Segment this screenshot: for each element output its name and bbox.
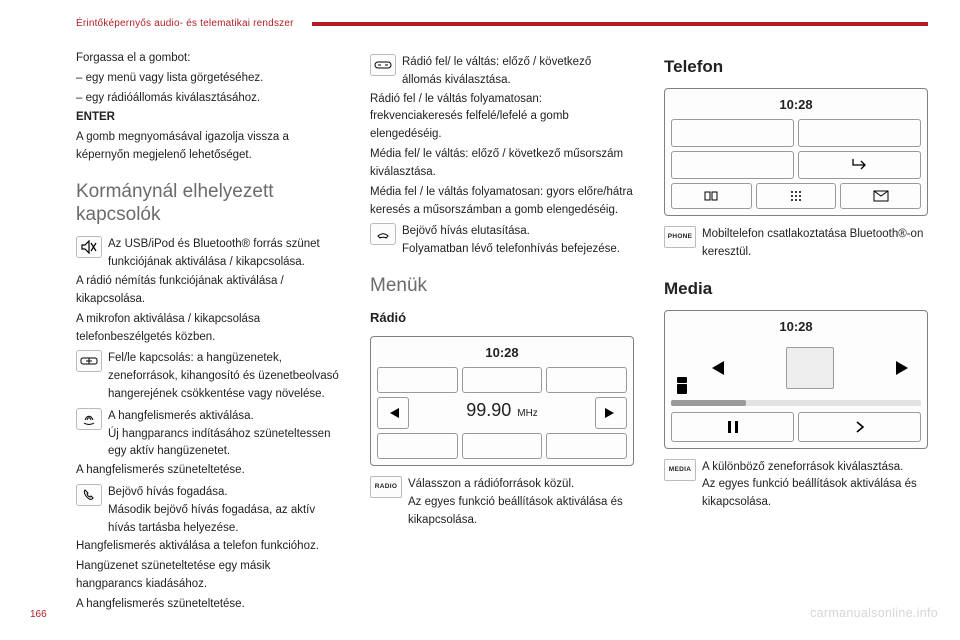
text: Bejövő hívás fogadása. Második bejövő hí… [108, 484, 340, 537]
text: Hangüzenet szüneteltetése egy másik hang… [76, 558, 340, 594]
heading-media: Media [664, 276, 928, 302]
prev-station-button[interactable] [377, 397, 409, 429]
freq-value: 99.90 [466, 397, 511, 425]
phone-tile[interactable] [671, 151, 794, 179]
media-tag-icon: MEDIA [664, 459, 696, 481]
next-station-button[interactable] [595, 397, 627, 429]
text: Mobiltelefon csatlakoztatása Bluetooth®-… [702, 226, 928, 262]
header-accent-bar [312, 22, 928, 26]
preset-button[interactable] [546, 433, 627, 459]
text: A mikrofon aktiválása / kikapcsolása tel… [76, 311, 340, 347]
seek-icon [370, 54, 396, 76]
heading-phone: Telefon [664, 54, 928, 80]
item-phone-tag: PHONE Mobiltelefon csatlakoztatása Bluet… [664, 226, 928, 262]
text: A hangfelismerés szüneteltetése. [76, 596, 340, 614]
preset-button[interactable] [377, 433, 458, 459]
item-radio-tag: RADIO Válasszon a rádióforrások közül. A… [370, 476, 634, 529]
column-2: Rádió fel/ le váltás: előző / következő … [370, 50, 634, 594]
bullet: – egy menü vagy lista görgetéséhez. [76, 70, 340, 88]
label-enter: ENTER [76, 109, 340, 127]
bullet: – egy rádióállomás kiválasztásához. [76, 90, 340, 108]
messages-button[interactable] [840, 183, 921, 209]
column-1: Forgassa el a gombot: – egy menü vagy li… [76, 50, 340, 594]
progress-bar[interactable] [671, 400, 921, 406]
text: Hangfelismerés aktiválása a telefon funk… [76, 538, 340, 556]
contacts-button[interactable] [671, 183, 752, 209]
next-track-button[interactable] [887, 347, 921, 389]
level-indicator-icon [671, 342, 693, 394]
media-device-mockup: 10:28 [664, 310, 928, 448]
pause-button[interactable] [671, 412, 794, 442]
heading-radio: Rádió [370, 308, 634, 328]
item-seek: Rádió fel/ le váltás: előző / következő … [370, 54, 634, 90]
preset-button[interactable] [546, 367, 627, 393]
item-voice: A hangfelismerés aktiválása. Új hangpara… [76, 408, 340, 461]
watermark: carmanualsonline.info [810, 606, 938, 620]
phone-tile[interactable] [798, 119, 921, 147]
freq-unit: MHz [517, 406, 538, 423]
phone-tag-icon: PHONE [664, 226, 696, 248]
text: A különböző zeneforrások kiválasztása. A… [702, 459, 928, 512]
frequency-display: 99.90 MHz [413, 397, 591, 429]
page: Érintőképernyős audio- és telematikai re… [0, 0, 960, 640]
text: A hangfelismerés szüneteltetése. [76, 462, 340, 480]
item-call: Bejövő hívás fogadása. Második bejövő hí… [76, 484, 340, 537]
text: Fel/le kapcsolás: a hangüzenetek, zenefo… [108, 350, 340, 403]
item-mute: Az USB/iPod és Bluetooth® forrás szünet … [76, 236, 340, 272]
text: Média fel / le váltás folyamatosan: gyor… [370, 184, 634, 220]
page-number: 166 [30, 609, 47, 620]
text: Média fel/ le váltás: előző / következő … [370, 146, 634, 182]
radio-tag-icon: RADIO [370, 476, 402, 498]
prev-track-button[interactable] [699, 347, 733, 389]
text: Rádió fel / le váltás folyamatosan: frek… [370, 91, 634, 144]
text: Rádió fel/ le váltás: előző / következő … [402, 54, 634, 90]
text: Bejövő hívás elutasítása. Folyamatban lé… [402, 223, 634, 259]
mute-icon [76, 236, 102, 258]
column-3: Telefon 10:28 [664, 50, 928, 594]
text: A gomb megnyomásával igazolja vissza a k… [76, 129, 340, 165]
text: Válasszon a rádióforrások közül. Az egye… [408, 476, 634, 529]
more-button[interactable] [798, 412, 921, 442]
page-header: Érintőképernyős audio- és telematikai re… [76, 18, 928, 29]
header-title: Érintőképernyős audio- és telematikai re… [76, 18, 294, 29]
text: A hangfelismerés aktiválása. Új hangpara… [108, 408, 340, 461]
item-media-tag: MEDIA A különböző zeneforrások kiválaszt… [664, 459, 928, 512]
voice-icon [76, 408, 102, 430]
radio-device-mockup: 10:28 99.90 MHz [370, 336, 634, 466]
phone-tile-enter[interactable] [798, 151, 921, 179]
preset-button[interactable] [377, 367, 458, 393]
album-art-placeholder [786, 347, 834, 389]
preset-button[interactable] [462, 367, 543, 393]
text: Az USB/iPod és Bluetooth® forrás szünet … [108, 236, 340, 272]
keypad-button[interactable] [756, 183, 837, 209]
item-volume: Fel/le kapcsolás: a hangüzenetek, zenefo… [76, 350, 340, 403]
heading-menus: Menük [370, 275, 634, 298]
clock-label: 10:28 [377, 343, 627, 363]
phone-reject-icon [370, 223, 396, 245]
heading-controls: Kormánynál elhelyezett kapcsolók [76, 181, 340, 227]
volume-toggle-icon [76, 350, 102, 372]
phone-device-mockup: 10:28 [664, 88, 928, 216]
phone-tile[interactable] [671, 119, 794, 147]
phone-accept-icon [76, 484, 102, 506]
text: Forgassa el a gombot: [76, 50, 340, 68]
clock-label: 10:28 [671, 95, 921, 115]
preset-button[interactable] [462, 433, 543, 459]
text: A rádió némítás funkciójának aktiválása … [76, 273, 340, 309]
item-reject: Bejövő hívás elutasítása. Folyamatban lé… [370, 223, 634, 259]
body-columns: Forgassa el a gombot: – egy menü vagy li… [76, 50, 928, 594]
clock-label: 10:28 [671, 317, 921, 337]
